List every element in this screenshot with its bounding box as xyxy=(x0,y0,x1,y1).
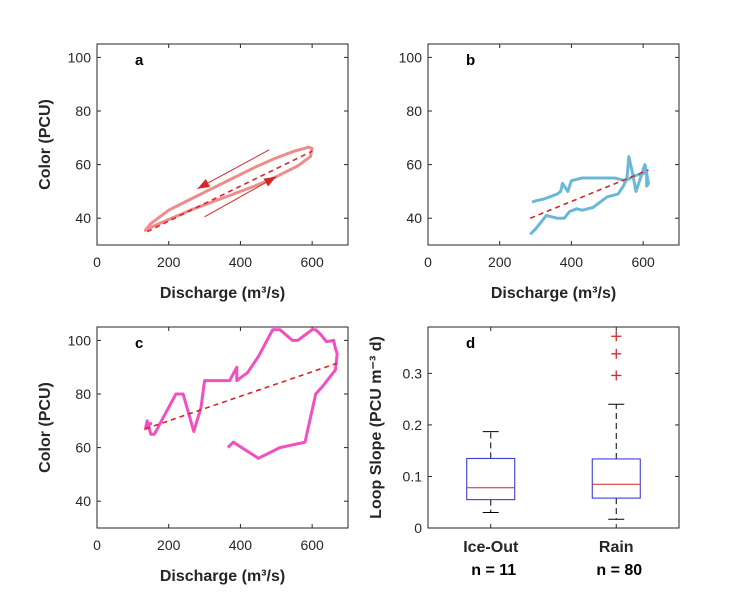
x-tick-label: 0 xyxy=(424,254,432,270)
y-tick-label: 0 xyxy=(414,520,422,536)
outlier-point xyxy=(611,331,622,342)
y-tick-label: 60 xyxy=(75,157,91,173)
y-tick-label: 0.3 xyxy=(403,365,423,381)
axes-frame xyxy=(427,326,680,529)
direction-arrow xyxy=(204,176,277,218)
iqr-box xyxy=(466,457,516,501)
x-axis-label: Discharge (m³/s) xyxy=(491,285,616,302)
y-tick-label: 60 xyxy=(75,440,91,456)
x-tick-label: 400 xyxy=(229,254,253,270)
box-rain xyxy=(591,331,641,520)
hysteresis-loop xyxy=(529,155,650,236)
x-axis-label: Discharge (m³/s) xyxy=(160,285,285,302)
y-tick-label: 60 xyxy=(406,157,422,173)
direction-arrow xyxy=(197,149,270,190)
y-tick-label: 40 xyxy=(75,493,91,509)
x-tick-label: 600 xyxy=(300,254,324,270)
y-tick-label: 80 xyxy=(75,386,91,402)
x-tick-label: 400 xyxy=(229,537,253,553)
panel-letter: d xyxy=(466,335,475,352)
panel-c: 40 60 80 100 0 200 400 600 Discharge (m³/s) Color… xyxy=(37,326,349,585)
count-label: n = 80 xyxy=(596,562,642,579)
x-tick-label: 0 xyxy=(93,254,101,270)
axes-frame xyxy=(427,43,680,246)
y-axis-label: Loop Slope (PCU m⁻³ d) xyxy=(368,336,385,519)
axes-frame xyxy=(96,43,349,246)
outlier-point xyxy=(611,370,622,381)
y-tick-label: 0.1 xyxy=(403,468,423,484)
y-tick-label: 80 xyxy=(75,103,91,119)
x-tick-label: 200 xyxy=(157,254,181,270)
y-tick-label: 100 xyxy=(68,49,92,65)
x-tick-label: 400 xyxy=(560,254,584,270)
panel-letter: b xyxy=(466,52,475,69)
regression-line xyxy=(529,169,649,219)
axes-frame xyxy=(96,326,349,529)
category-label: Rain xyxy=(599,539,634,556)
y-tick-label: 80 xyxy=(406,103,422,119)
y-axis-label: Color (PCU) xyxy=(37,99,54,190)
panel-letter: a xyxy=(135,52,144,69)
x-tick-label: 0 xyxy=(93,537,101,553)
hysteresis-loop xyxy=(143,145,314,232)
hysteresis-loop xyxy=(143,328,339,460)
x-tick-label: 200 xyxy=(488,254,512,270)
iqr-box xyxy=(591,458,641,499)
panel-b: 40 60 80 100 0 200 400 600 Discharge (m³/s) b xyxy=(399,43,680,302)
panel-letter: c xyxy=(135,335,143,352)
count-label: n = 11 xyxy=(471,562,516,579)
outlier-point xyxy=(611,348,622,359)
y-tick-label: 100 xyxy=(68,332,92,348)
y-tick-label: 40 xyxy=(75,210,91,226)
y-tick-label: 0.2 xyxy=(403,417,423,433)
y-axis-label: Color (PCU) xyxy=(37,382,54,473)
y-tick-label: 40 xyxy=(406,210,422,226)
y-tick-label: 100 xyxy=(399,49,423,65)
x-tick-label: 200 xyxy=(157,537,181,553)
regression-line xyxy=(146,150,313,233)
regression-line xyxy=(145,362,338,430)
x-axis-label: Discharge (m³/s) xyxy=(160,568,285,585)
x-tick-label: 600 xyxy=(300,537,324,553)
panel-a: 40 60 80 100 0 200 400 600 Discharge (m³/s) Color… xyxy=(37,43,349,302)
panel-d: 0 0.1 0.2 0.3 Ice-Out n = 11 Rain n = 80 Loop Sl… xyxy=(368,326,680,579)
box-ice-out xyxy=(466,431,516,514)
x-tick-label: 600 xyxy=(631,254,655,270)
category-label: Ice-Out xyxy=(463,539,519,556)
